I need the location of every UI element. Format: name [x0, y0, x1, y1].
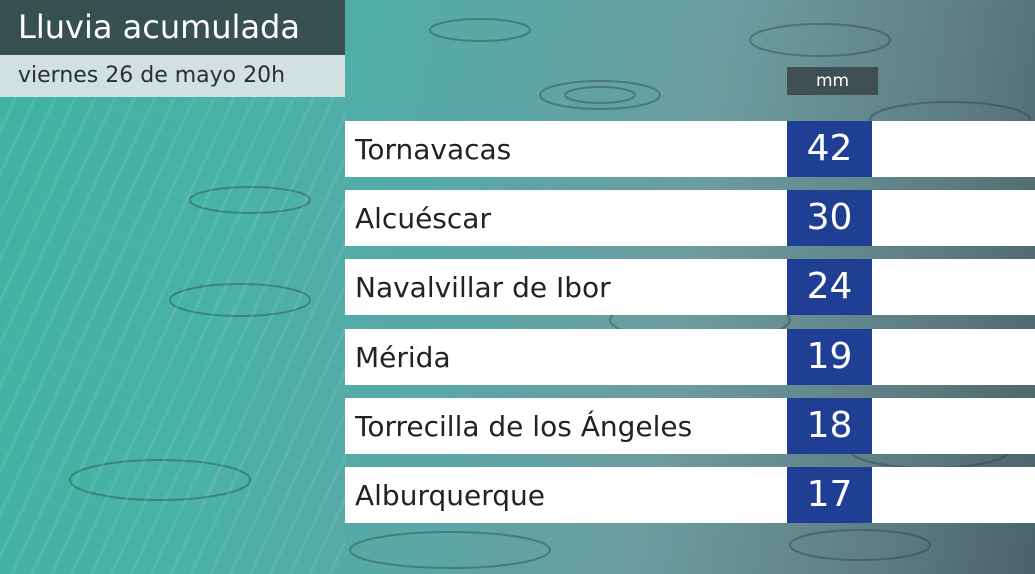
- station-name: Alcuéscar: [355, 202, 491, 236]
- table-row: Navalvillar de Ibor 24: [345, 259, 1035, 316]
- rain-value: 17: [787, 467, 872, 523]
- table-row: Tornavacas 42: [345, 121, 1035, 177]
- station-name: Mérida: [355, 340, 451, 374]
- title: Lluvia acumulada: [0, 0, 345, 55]
- station-name: Alburquerque: [355, 479, 545, 512]
- rain-value: 19: [787, 328, 872, 385]
- subtitle: viernes 26 de mayo 20h: [0, 55, 345, 97]
- table-row: Mérida 19: [345, 328, 1035, 385]
- rain-value: 30: [787, 190, 872, 247]
- table-row: Alcuéscar 30: [345, 190, 1035, 247]
- table-row: Alburquerque 17: [345, 467, 1035, 523]
- rain-value: 18: [787, 397, 872, 454]
- station-name: Torrecilla de los Ángeles: [355, 409, 693, 443]
- rain-value: 42: [787, 121, 872, 177]
- station-name: Tornavacas: [355, 133, 512, 166]
- station-name: Navalvillar de Ibor: [355, 271, 611, 305]
- unit-label: mm: [787, 67, 878, 95]
- rain-value: 24: [787, 259, 872, 316]
- table-row: Torrecilla de los Ángeles 18: [345, 397, 1035, 454]
